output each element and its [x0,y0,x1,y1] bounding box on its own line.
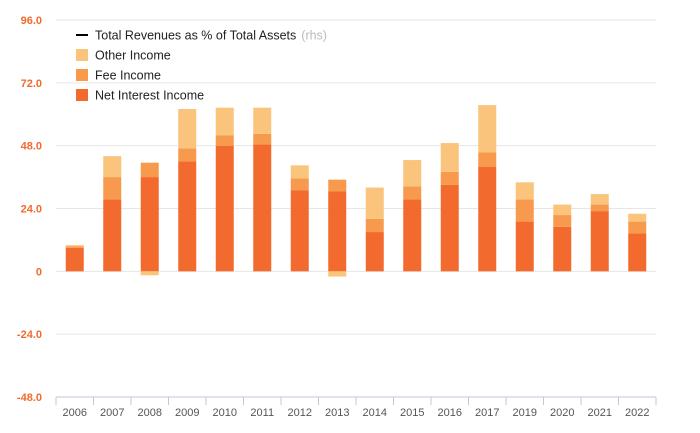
bar-net-interest-income [403,199,422,272]
x-tick-label: 2016 [438,407,462,419]
legend-label: Net Interest Income [95,89,204,103]
y-tick-label: -24.0 [17,329,42,341]
bar-net-interest-income [215,145,234,272]
bar-net-interest-income [178,161,197,272]
bar-fee-income [628,221,647,234]
y-tick-label: 96.0 [21,15,42,27]
bar-other-income [553,204,572,216]
bar-other-income [65,245,84,247]
bar-fee-income [478,152,497,167]
legend-swatch [76,89,88,101]
bar-net-interest-income [290,190,309,272]
bar-net-interest-income [628,233,647,272]
legend-note: (rhs) [301,29,327,43]
bar-net-interest-income [515,221,534,272]
bar-net-interest-income [590,211,609,272]
y-tick-label: 24.0 [21,204,42,216]
bar-fee-income [65,246,84,248]
x-tick-label: 2017 [475,407,499,419]
bar-fee-income [365,218,384,233]
bar-other-income [440,143,459,172]
x-tick-label: 2015 [400,407,424,419]
x-tick-label: 2022 [625,407,649,419]
bar-fee-income [553,215,572,227]
bar-negative-segment [328,271,347,277]
legend-swatch [76,49,88,61]
bar-other-income [290,165,309,179]
bar-net-interest-income [253,144,272,272]
bar-fee-income [515,199,534,222]
bar-other-income [628,213,647,222]
bar-net-interest-income [365,232,384,272]
bar-other-income [253,107,272,134]
legend-swatch [76,69,88,81]
bar-other-income [103,156,122,178]
x-tick-label: 2013 [325,407,349,419]
bar-net-interest-income [103,199,122,272]
legend-label: Other Income [95,49,171,63]
bar-other-income [178,109,197,149]
bar-net-interest-income [328,191,347,272]
x-tick-label: 2010 [213,407,237,419]
bar-other-income [403,160,422,187]
bar-fee-income [590,204,609,212]
x-tick-label: 2014 [363,407,387,419]
bar-fee-income [215,135,234,146]
x-tick-label: 2011 [250,407,274,419]
bar-fee-income [328,179,347,192]
y-tick-label: 0 [36,266,42,278]
bar-other-income [590,194,609,205]
y-tick-label: 72.0 [21,78,42,90]
bar-negative-segment [140,271,159,276]
y-tick-label: -48.0 [17,392,42,404]
bar-fee-income [140,162,159,178]
x-tick-label: 2019 [513,407,537,419]
bar-net-interest-income [478,166,497,272]
bar-net-interest-income [440,184,459,272]
bar-fee-income [253,133,272,145]
bar-fee-income [103,177,122,200]
y-tick-label: 48.0 [21,141,42,153]
bar-net-interest-income [553,226,572,272]
x-tick-label: 2021 [588,407,612,419]
legend-label: Fee Income [95,69,161,83]
bar-other-income [365,187,384,219]
bar-fee-income [403,186,422,200]
bar-net-interest-income [65,247,84,272]
x-tick-label: 2020 [550,407,574,419]
bar-net-interest-income [140,177,159,272]
legend-label: Total Revenues as % of Total Assets [95,29,296,43]
x-tick-label: 2008 [138,407,162,419]
x-tick-label: 2007 [100,407,124,419]
bar-fee-income [178,148,197,162]
bar-fee-income [440,171,459,185]
x-tick-label: 2006 [63,407,87,419]
bar-fee-income [290,178,309,191]
bar-other-income [215,107,234,136]
x-tick-label: 2012 [288,407,312,419]
bar-other-income [515,182,534,200]
bar-other-income [478,105,497,153]
x-tick-label: 2009 [175,407,199,419]
